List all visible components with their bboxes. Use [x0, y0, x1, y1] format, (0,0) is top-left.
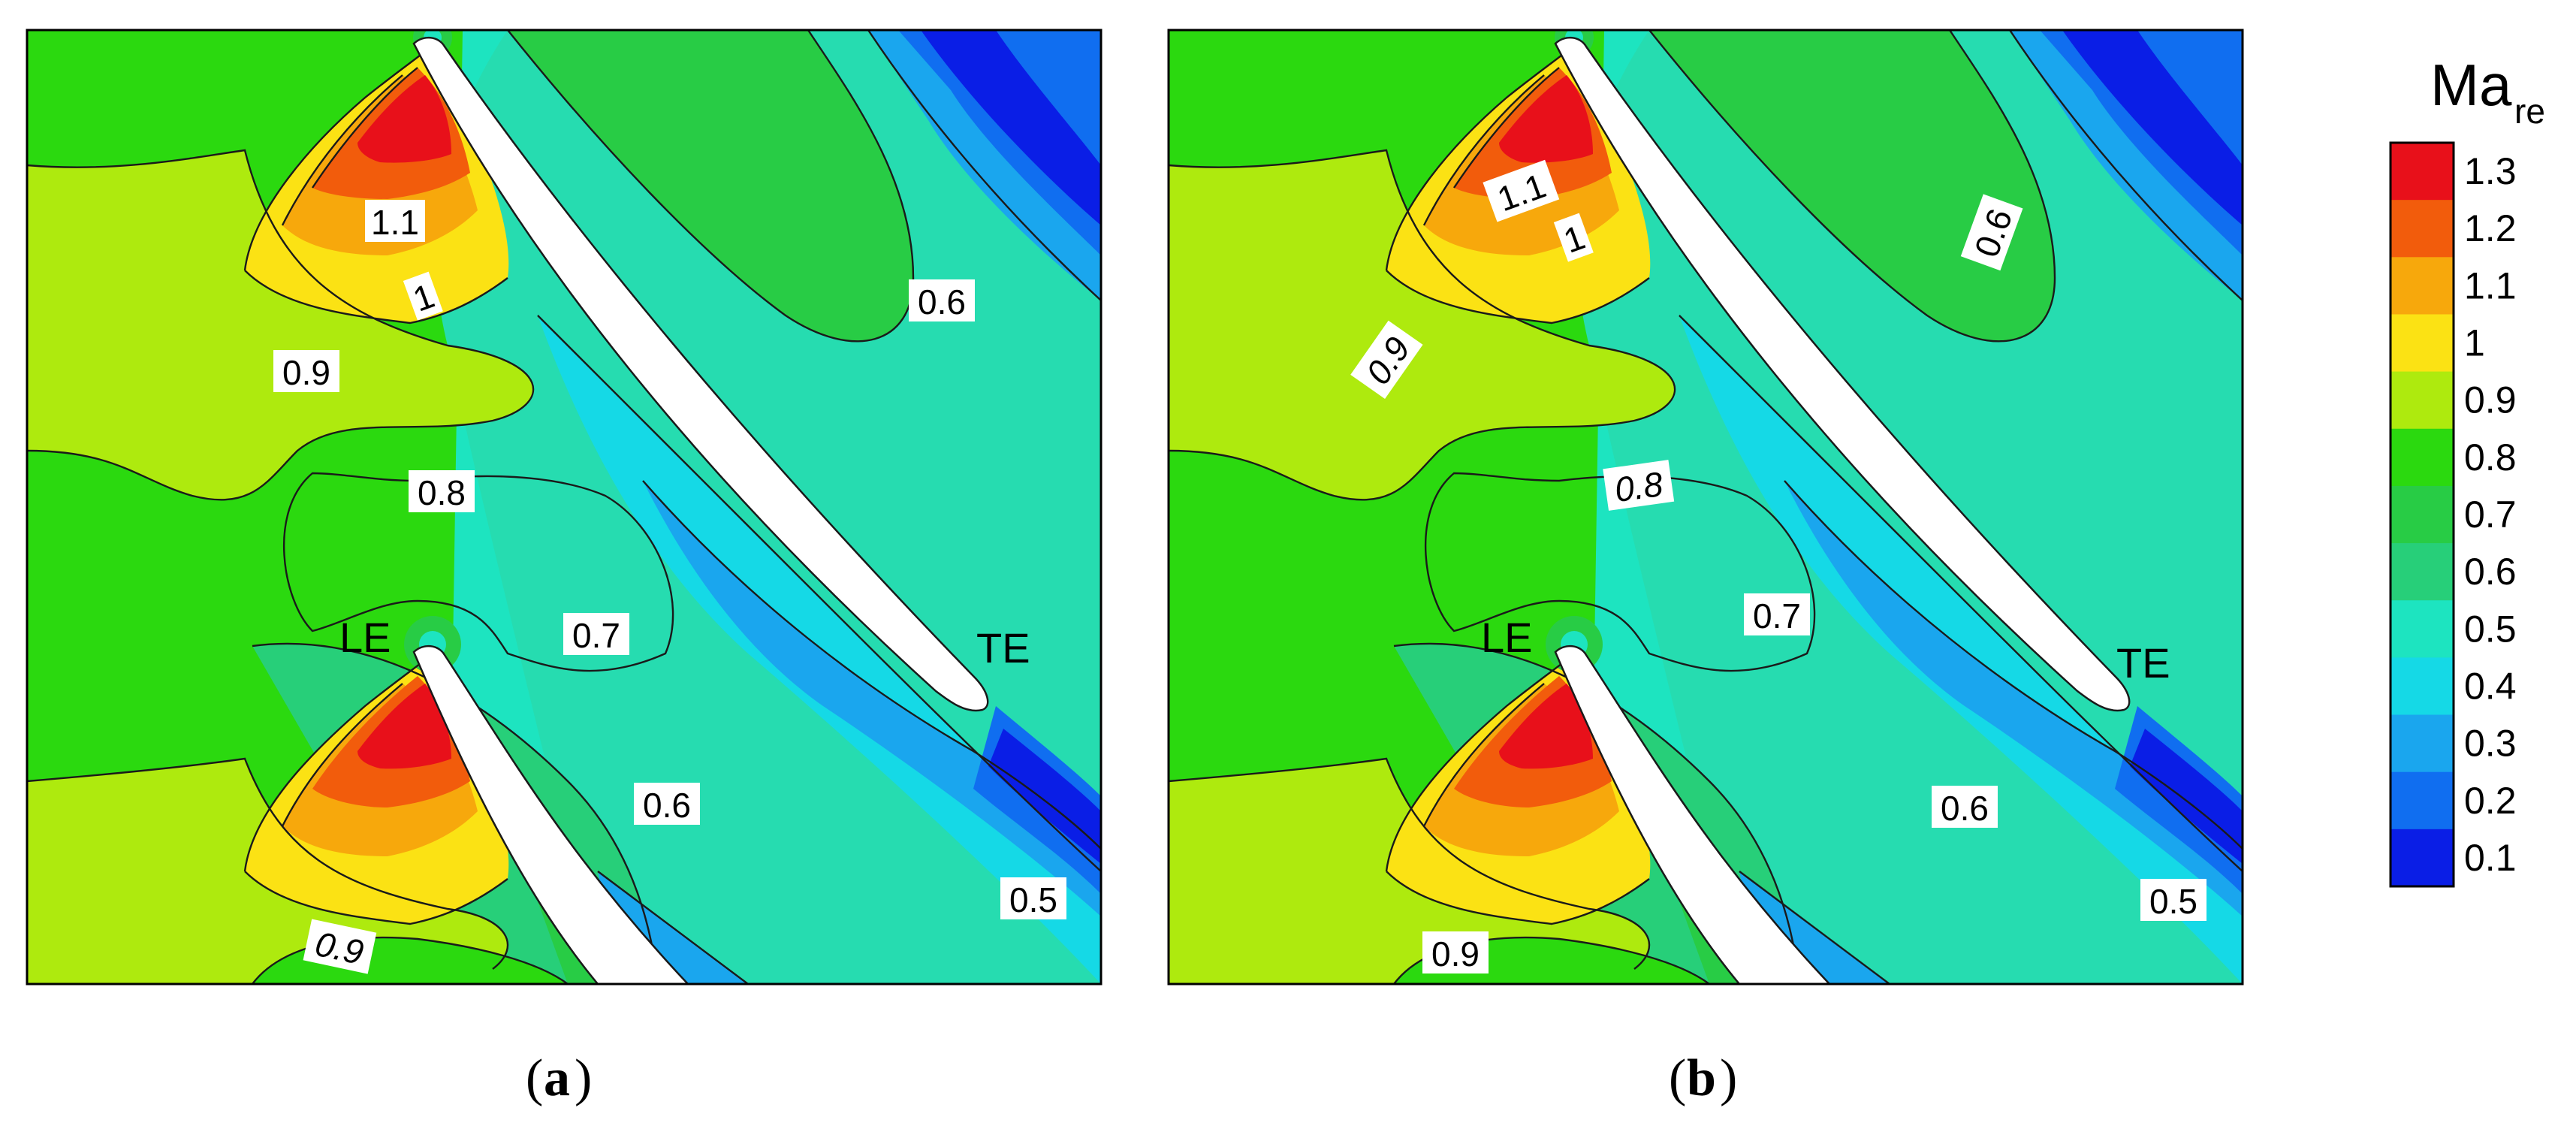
- contour-label: 0.8: [409, 470, 475, 512]
- contour-label: 0.8: [1603, 460, 1675, 511]
- colorbar-tick-label: 0.7: [2464, 494, 2517, 536]
- leading-edge-label: LE: [1481, 614, 1533, 661]
- svg-text:0.8: 0.8: [418, 473, 466, 512]
- colorbar-ticks: 1.3 1.2 1.1 1 0.9 0.8 0.7 0.6 0.5 0.4 0.3 0.2 0.1: [2464, 150, 2517, 879]
- colorbar-tick-label: 1: [2464, 322, 2485, 364]
- colorbar-tick-label: 1.2: [2464, 207, 2517, 249]
- colorbar-swatch: [2390, 600, 2454, 658]
- colorbar-swatch: [2390, 485, 2454, 544]
- colorbar-tick-label: 0.8: [2464, 436, 2517, 478]
- colorbar-title-subscript: re: [2514, 92, 2545, 131]
- leading-edge-label: LE: [339, 614, 391, 661]
- caption-b: ( b ): [1669, 1049, 1737, 1107]
- contour-label: 0.5: [1000, 877, 1066, 919]
- colorbar-swatch: [2390, 371, 2454, 430]
- colorbar-swatch: [2390, 257, 2454, 315]
- trailing-edge-label: TE: [976, 624, 1030, 672]
- svg-text:a: a: [544, 1049, 570, 1107]
- colorbar-tick-label: 0.1: [2464, 837, 2517, 879]
- svg-text:0.5: 0.5: [2149, 882, 2197, 921]
- contour-labels-b: 1.1 1 0.6 0.9 0.8 0.7 0.6 0.5 0.9: [1350, 159, 2206, 973]
- colorbar-swatch: [2390, 200, 2454, 258]
- colorbar-swatch: [2390, 771, 2454, 830]
- svg-text:0.7: 0.7: [572, 616, 620, 655]
- svg-text:): ): [575, 1049, 592, 1107]
- contour-label: 0.7: [1744, 593, 1810, 635]
- contour-label: 0.6: [634, 783, 700, 825]
- contour-label: 0.6: [909, 279, 975, 321]
- svg-text:0.9: 0.9: [1431, 934, 1480, 973]
- colorbar-swatch: [2390, 543, 2454, 601]
- svg-text:): ): [1720, 1049, 1737, 1107]
- svg-text:1.1: 1.1: [371, 203, 419, 242]
- colorbar-tick-label: 1.1: [2464, 264, 2517, 306]
- colorbar-swatch: [2390, 829, 2454, 887]
- svg-text:0.5: 0.5: [1009, 880, 1057, 919]
- colorbar-swatch: [2390, 143, 2454, 201]
- svg-text:0.6: 0.6: [1941, 789, 1989, 828]
- contour-label: 0.6: [1932, 786, 1998, 828]
- svg-text:b: b: [1687, 1049, 1716, 1107]
- colorbar-tick-label: 0.5: [2464, 608, 2517, 650]
- colorbar-tick-label: 0.4: [2464, 665, 2517, 707]
- caption-a: ( a ): [526, 1049, 592, 1107]
- colorbar-swatch: [2390, 714, 2454, 773]
- colorbar-swatch: [2390, 428, 2454, 487]
- trailing-edge-label: TE: [2116, 639, 2170, 687]
- colorbar-tick-label: 0.9: [2464, 379, 2517, 421]
- colorbar-swatch: [2390, 657, 2454, 716]
- svg-text:0.7: 0.7: [1753, 596, 1801, 635]
- contour-label: 1.1: [365, 200, 425, 242]
- svg-text:(: (: [526, 1049, 543, 1107]
- colorbar-tick-label: 0.3: [2464, 723, 2517, 765]
- svg-text:(: (: [1669, 1049, 1686, 1107]
- contour-label: 0.9: [1422, 931, 1489, 973]
- contour-label: 0.9: [273, 350, 339, 392]
- colorbar-frame: [2389, 141, 2455, 888]
- colorbar: Ma re 1.3 1.2 1.1 1 0.9 0.8 0.7 0.6 0.5 0.4 0.3 0.2…: [2389, 52, 2545, 888]
- svg-text:0.6: 0.6: [918, 282, 966, 321]
- svg-text:0.9: 0.9: [282, 353, 330, 392]
- colorbar-tick-label: 1.3: [2464, 150, 2517, 192]
- colorbar-swatch: [2390, 314, 2454, 373]
- contour-label: 0.5: [2140, 879, 2206, 921]
- colorbar-swatches: [2390, 143, 2454, 887]
- contour-label: 1.1: [1483, 159, 1560, 222]
- colorbar-tick-label: 0.6: [2464, 551, 2517, 593]
- svg-text:0.8: 0.8: [1612, 464, 1666, 509]
- svg-text:0.6: 0.6: [643, 786, 691, 825]
- colorbar-tick-label: 0.2: [2464, 780, 2517, 822]
- panel-b: 1.1 1 0.6 0.9 0.8 0.7 0.6 0.5 0.9 LE TE: [1167, 29, 2244, 986]
- panel-a: 1.1 1 0.9 0.8 0.7 0.6 0.6 0.5 0.9 LE TE: [26, 29, 1102, 986]
- contour-label: 0.9: [1350, 320, 1423, 399]
- colorbar-title: Ma: [2430, 52, 2512, 118]
- contour-label: 0.7: [563, 613, 629, 655]
